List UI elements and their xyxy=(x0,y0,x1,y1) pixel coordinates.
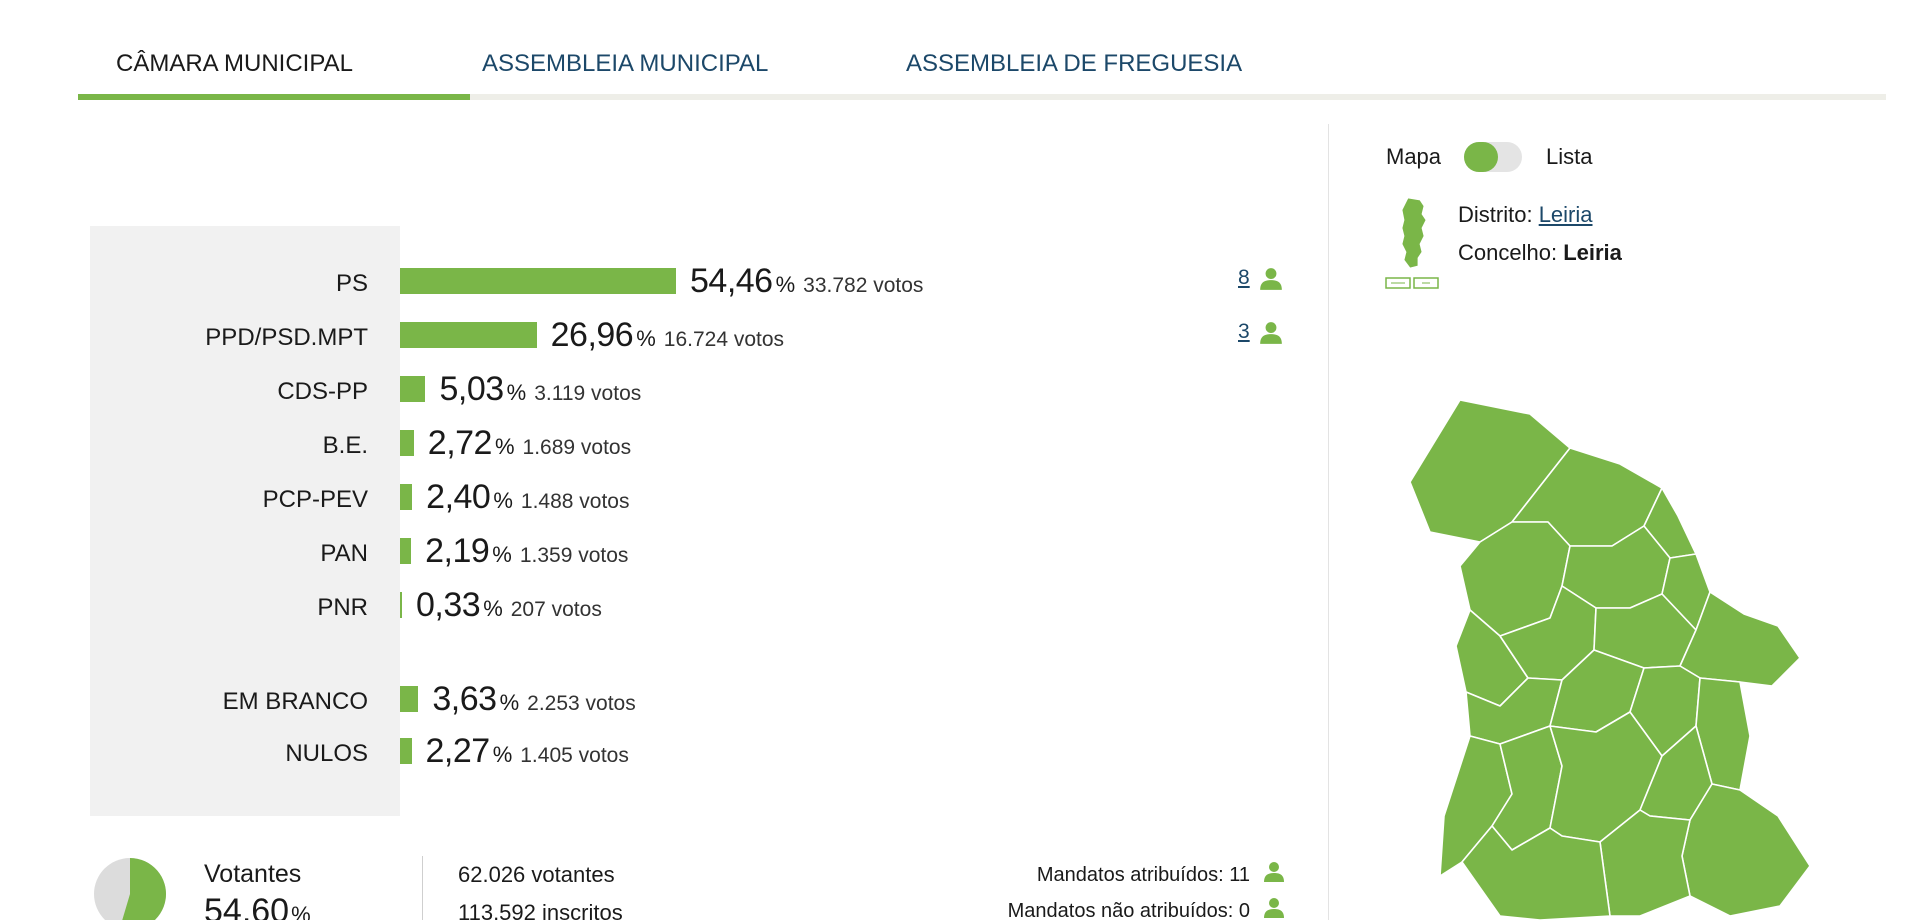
mandatos-nao-atribuidos: Mandatos não atribuídos: 0 xyxy=(1007,900,1250,920)
vote-values: 5,03% 3.119 votos xyxy=(439,370,641,409)
vote-values: 54,46% 33.782 votos xyxy=(690,262,923,301)
map-list-toggle[interactable] xyxy=(1464,142,1522,172)
tab-camara-municipal[interactable]: CÂMARA MUNICIPAL xyxy=(116,50,353,77)
vote-count: 33.782 votos xyxy=(803,274,924,297)
party-labels-panel xyxy=(90,226,400,816)
percent-symbol: % xyxy=(636,326,656,351)
election-tabs: CÂMARA MUNICIPAL ASSEMBLEIA MUNICIPAL AS… xyxy=(78,0,1886,102)
result-row: PNR 0,33% 207 votos xyxy=(90,586,1290,626)
percent-symbol: % xyxy=(775,272,796,297)
result-row: B.E. 2,72% 1.689 votos xyxy=(90,424,1290,464)
person-icon xyxy=(1260,268,1282,290)
distrito-link[interactable]: Leiria xyxy=(1538,202,1593,227)
person-icon xyxy=(1264,898,1284,918)
result-row: PAN 2,19% 1.359 votos xyxy=(90,532,1290,572)
party-label: EM BRANCO xyxy=(222,688,368,715)
percent-symbol: % xyxy=(493,488,513,513)
location-concelho: Concelho: Leiria xyxy=(1458,240,1622,266)
vote-percent: 2,19 xyxy=(425,532,490,570)
result-row: PS 54,46% 33.782 votos 8 xyxy=(90,262,1290,302)
distrito-label: Distrito: xyxy=(1458,202,1533,227)
vote-percent: 2,72 xyxy=(427,424,493,462)
vote-share-bar xyxy=(400,268,676,294)
vote-count: 2.253 votos xyxy=(527,692,636,715)
party-label: PCP-PEV xyxy=(262,486,368,513)
seats-link[interactable]: 3 xyxy=(1238,320,1250,343)
party-label: NULOS xyxy=(285,740,368,767)
vote-share-bar xyxy=(400,322,537,348)
tabs-track xyxy=(78,94,1886,100)
result-row: CDS-PP 5,03% 3.119 votos xyxy=(90,370,1290,410)
portugal-map-icon[interactable] xyxy=(1384,196,1444,290)
vote-count: 3.119 votos xyxy=(534,382,642,405)
active-tab-indicator xyxy=(78,94,470,100)
municipality-map[interactable] xyxy=(1400,396,1860,920)
vote-percent: 26,96 xyxy=(550,316,634,354)
vote-count: 1.359 votos xyxy=(519,544,629,567)
party-label: B.E. xyxy=(322,432,368,459)
vote-values: 2,19% 1.359 votos xyxy=(425,532,628,571)
vote-values: 3,63% 2.253 votos xyxy=(432,680,635,719)
vote-percent: 2,40 xyxy=(426,478,491,516)
column-divider xyxy=(1328,124,1329,920)
party-label: PPD/PSD.MPT xyxy=(205,324,368,351)
seats-link[interactable]: 8 xyxy=(1238,266,1250,289)
toggle-label-mapa[interactable]: Mapa xyxy=(1386,144,1442,169)
vote-values: 0,33% 207 votos xyxy=(416,586,602,625)
turnout-pie-chart xyxy=(94,858,166,920)
concelho-name: Leiria xyxy=(1563,240,1622,265)
vote-share-bar xyxy=(400,686,419,712)
vote-values: 26,96% 16.724 votos xyxy=(551,316,784,355)
vote-count: 1.689 votos xyxy=(522,436,632,459)
party-label: PNR xyxy=(317,594,368,621)
vote-count: 1.488 votos xyxy=(520,490,630,513)
party-label: PS xyxy=(335,270,368,297)
person-icon xyxy=(1264,862,1284,882)
person-icon xyxy=(1260,322,1282,344)
concelho-label: Concelho: xyxy=(1458,240,1558,265)
party-label: PAN xyxy=(320,540,368,567)
stats-divider xyxy=(422,856,423,920)
percent-symbol: % xyxy=(492,542,512,567)
percent-symbol: % xyxy=(506,380,527,405)
party-label: CDS-PP xyxy=(277,378,368,405)
vote-share-bar xyxy=(400,484,413,510)
vote-values: 2,27% 1.405 votos xyxy=(426,732,629,771)
vote-count: 1.405 votos xyxy=(520,744,629,767)
vote-share-bar xyxy=(400,376,426,402)
turnout-label: Votantes xyxy=(204,860,302,888)
vote-share-bar xyxy=(400,430,414,456)
vote-share-bar xyxy=(400,592,402,618)
percent-symbol: % xyxy=(492,742,513,767)
inscritos-count: 113.592 inscritos xyxy=(458,900,623,920)
location-distrito: Distrito: Leiria xyxy=(1458,202,1593,228)
percent-symbol: % xyxy=(483,596,503,621)
vote-values: 2,40% 1.488 votos xyxy=(426,478,629,517)
vote-share-bar xyxy=(400,538,412,564)
percent-symbol: % xyxy=(499,690,520,715)
votantes-count: 62.026 votantes xyxy=(458,862,615,887)
vote-values: 2,72% 1.689 votos xyxy=(428,424,631,463)
tab-assembleia-municipal[interactable]: ASSEMBLEIA MUNICIPAL xyxy=(482,50,769,77)
vote-count: 16.724 votos xyxy=(663,328,785,351)
toggle-knob xyxy=(1464,142,1498,172)
vote-share-bar xyxy=(400,738,412,764)
pie-turnout-slice xyxy=(122,858,166,920)
vote-count: 207 votos xyxy=(510,598,602,621)
toggle-label-lista[interactable]: Lista xyxy=(1546,144,1593,169)
vote-percent: 2,27 xyxy=(425,732,491,770)
vote-percent: 54,46 xyxy=(690,262,773,300)
result-row: PPD/PSD.MPT 26,96% 16.724 votos 3 xyxy=(90,316,1290,356)
turnout-percent: 54,60% xyxy=(204,892,311,920)
result-row: EM BRANCO 3,63% 2.253 votos xyxy=(90,680,1290,720)
vote-percent: 3,63 xyxy=(432,680,497,718)
vote-percent: 0,33 xyxy=(416,586,481,624)
result-row: PCP-PEV 2,40% 1.488 votos xyxy=(90,478,1290,518)
mandatos-atribuidos: Mandatos atribuídos: 11 xyxy=(1036,864,1250,886)
percent-symbol: % xyxy=(494,434,515,459)
vote-percent: 5,03 xyxy=(439,370,504,408)
result-row: NULOS 2,27% 1.405 votos xyxy=(90,732,1290,772)
tab-assembleia-freguesia[interactable]: ASSEMBLEIA DE FREGUESIA xyxy=(906,50,1243,77)
